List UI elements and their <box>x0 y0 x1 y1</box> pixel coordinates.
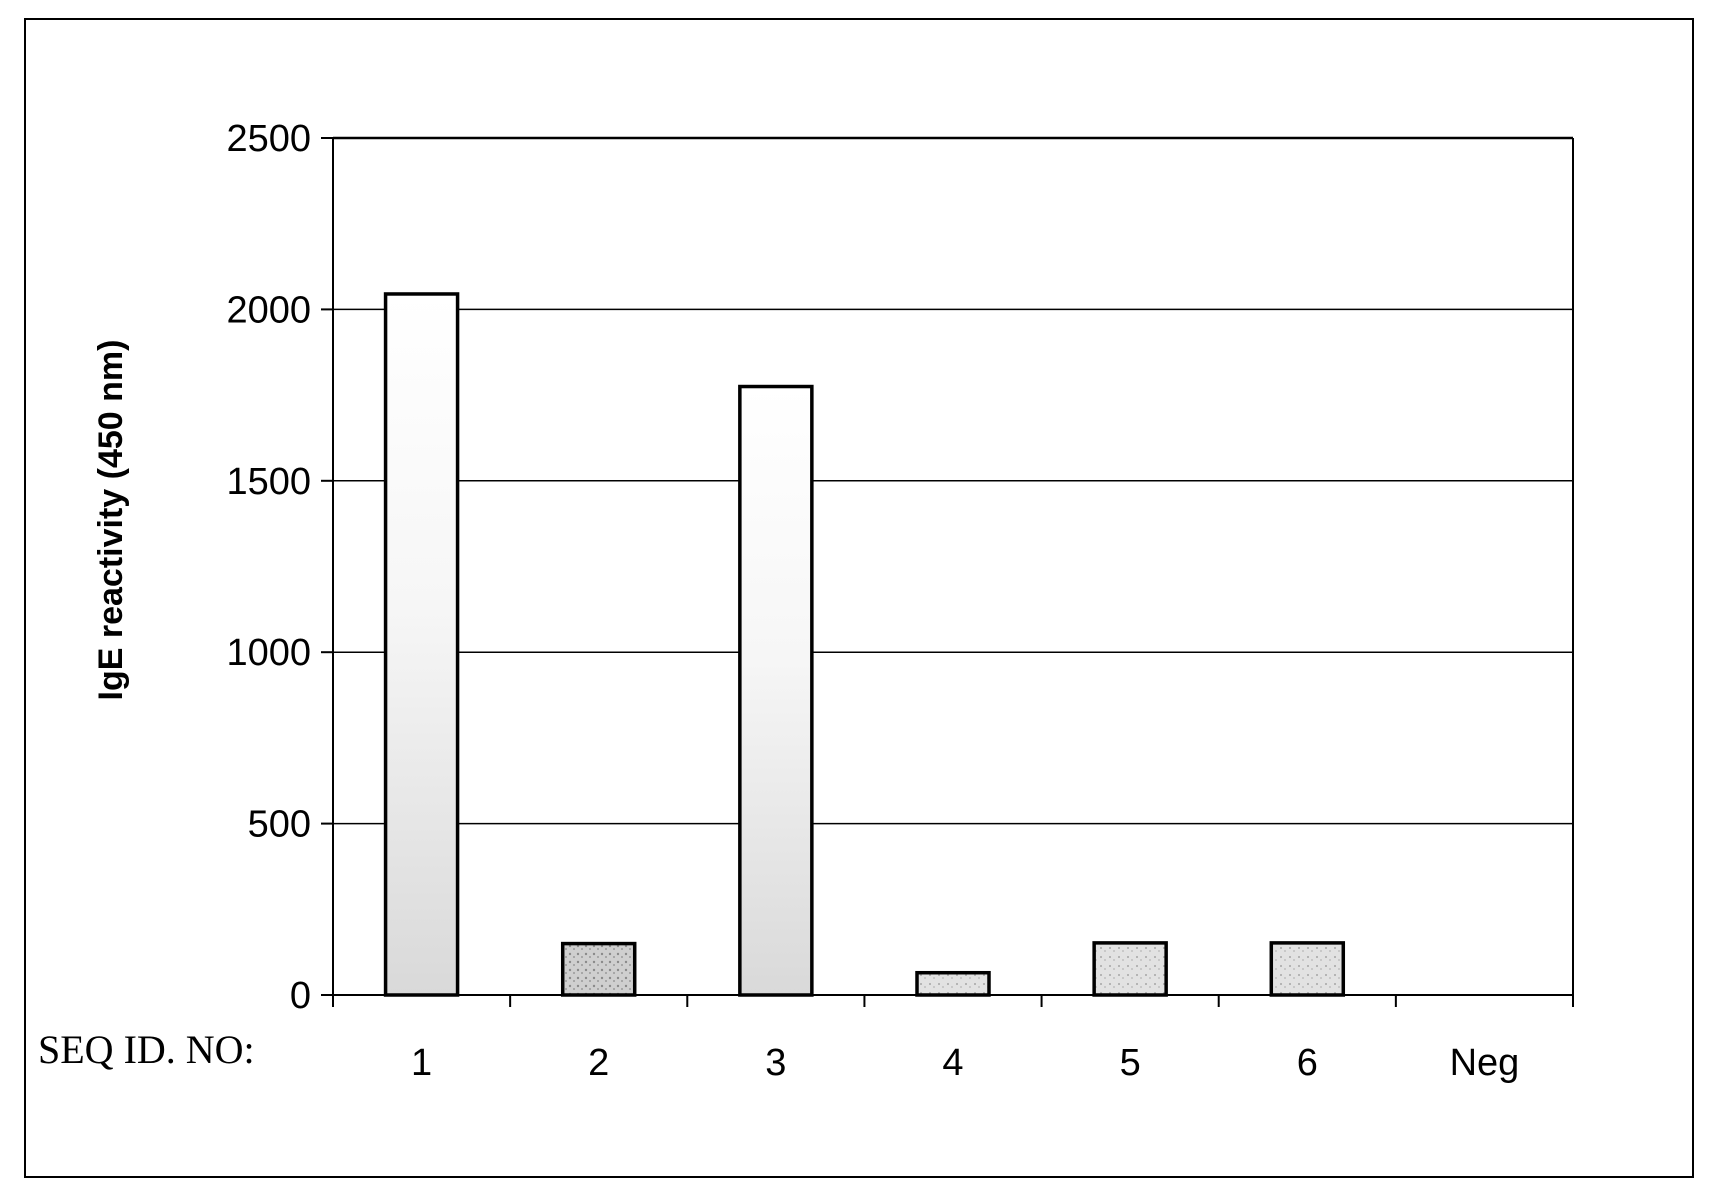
x-tick-labels: 1 2 3 4 5 6 Neg <box>411 1042 1519 1084</box>
y-tick-label: 2000 <box>226 289 311 331</box>
x-tick-label-5: 5 <box>1120 1042 1141 1084</box>
bar-6 <box>1271 943 1343 995</box>
x-tick-label-2: 2 <box>588 1042 609 1084</box>
bar-1 <box>386 294 458 995</box>
bar-4 <box>917 973 989 995</box>
x-tick-label-3: 3 <box>765 1042 786 1084</box>
x-tick-label-4: 4 <box>942 1042 963 1084</box>
x-tick-label-1: 1 <box>411 1042 432 1084</box>
x-axis-prefix-label: SEQ ID. NO: <box>38 1027 255 1072</box>
bar-5 <box>1094 943 1166 995</box>
y-tick-label: 500 <box>248 804 311 846</box>
bar-2 <box>563 944 635 995</box>
y-tick-label: 2500 <box>226 118 311 160</box>
y-tick-labels: 0 500 1000 1500 2000 2500 <box>226 118 311 1017</box>
x-tick-label-Neg: Neg <box>1450 1042 1520 1084</box>
axes <box>321 138 1573 1007</box>
x-tick-label-6: 6 <box>1297 1042 1318 1084</box>
y-axis-label: IgE reactivity (450 nm) <box>92 340 130 701</box>
gridlines <box>333 138 1573 824</box>
y-tick-label: 1500 <box>226 461 311 503</box>
bar-3 <box>740 387 812 995</box>
y-tick-label: 0 <box>290 975 311 1017</box>
y-tick-label: 1000 <box>226 632 311 674</box>
bars <box>386 294 1344 995</box>
